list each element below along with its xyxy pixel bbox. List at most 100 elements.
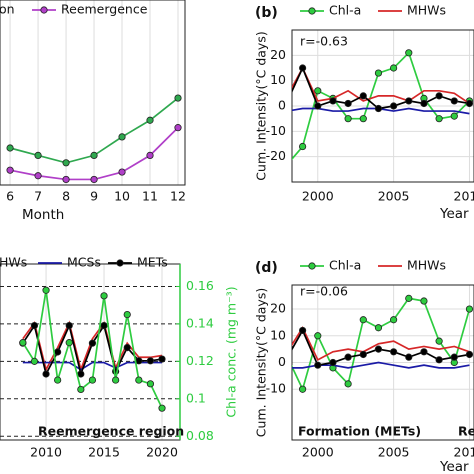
series-marker xyxy=(42,286,50,294)
legend-marker xyxy=(116,259,124,267)
series-marker xyxy=(123,343,131,352)
series-marker xyxy=(435,337,443,345)
series-marker xyxy=(118,133,126,141)
series-marker xyxy=(88,339,97,347)
series-marker xyxy=(344,99,352,108)
x-tick-label: 2000 xyxy=(302,189,334,204)
y2-tick-label: 0.08 xyxy=(186,428,214,443)
series-marker xyxy=(19,339,27,347)
series-marker xyxy=(390,64,398,72)
series-marker xyxy=(90,151,98,159)
legend-label: MHWs xyxy=(407,3,446,18)
series-marker xyxy=(314,102,322,110)
series-marker xyxy=(450,353,458,361)
series-marker xyxy=(344,353,352,361)
series-marker xyxy=(374,345,383,353)
y-tick-label: 10 xyxy=(270,327,286,342)
series-marker xyxy=(65,321,73,330)
series-marker xyxy=(435,115,443,123)
legend-label: Reemergence xyxy=(61,2,148,17)
y2-tick-label: 0.16 xyxy=(186,278,214,293)
series-marker xyxy=(420,297,428,305)
series-marker xyxy=(405,49,413,57)
annotation: r=-0.06 xyxy=(300,284,348,299)
series-marker xyxy=(158,404,166,412)
x-tick-label: 2010 xyxy=(454,189,474,204)
x-tick-label: 10 xyxy=(114,189,130,204)
series-marker xyxy=(118,168,126,176)
y-tick-label: -10 xyxy=(266,381,286,396)
series-marker xyxy=(30,321,39,330)
series-marker xyxy=(174,94,182,102)
series-line xyxy=(292,325,470,361)
plot-area xyxy=(292,294,474,393)
series-marker xyxy=(465,350,474,359)
plot-frame xyxy=(291,29,474,183)
series-marker xyxy=(174,124,182,132)
series-marker xyxy=(34,172,42,180)
panel: 2000 2005 2010 -10 0 10 20 Chl-a MHWs (d) r=-0.06 F… xyxy=(254,258,474,474)
series-marker xyxy=(135,376,143,384)
x-tick-label: 11 xyxy=(142,189,158,204)
series-marker xyxy=(54,376,62,384)
panel-title: (b) xyxy=(255,5,278,21)
y2-tick-label: 0.1 xyxy=(186,390,206,405)
y-axis-label: Cum. Intensity(°C days) xyxy=(254,288,269,437)
series-marker xyxy=(329,358,337,367)
series-marker xyxy=(390,348,398,356)
x-tick-label: 2005 xyxy=(378,445,410,460)
series-marker xyxy=(88,376,97,384)
series-marker xyxy=(374,104,383,113)
series-marker xyxy=(146,357,155,365)
series-marker xyxy=(314,332,322,340)
series-marker xyxy=(299,385,307,393)
series-marker xyxy=(390,316,398,324)
y2-tick-label: 0.14 xyxy=(186,315,214,330)
series-marker xyxy=(450,97,458,105)
series-marker xyxy=(100,292,108,300)
annotation: Re xyxy=(458,424,474,439)
plot-area xyxy=(19,286,166,412)
series-line xyxy=(22,322,163,377)
series-marker xyxy=(6,166,14,174)
y2-tick-label: 0.12 xyxy=(186,353,214,368)
x-tick-label: 9 xyxy=(90,189,98,204)
x-tick-label: 8 xyxy=(62,189,70,204)
x-tick-label: 2015 xyxy=(88,445,120,460)
series-marker xyxy=(405,97,413,105)
series-marker xyxy=(314,87,322,95)
series-marker xyxy=(435,92,443,100)
series-marker xyxy=(405,353,413,361)
series-marker xyxy=(359,115,367,123)
series-marker xyxy=(314,361,322,369)
series-marker xyxy=(90,175,98,184)
series-marker xyxy=(54,348,62,356)
series-marker xyxy=(146,151,154,159)
x-axis-label: Year xyxy=(439,206,469,222)
panel-title: (d) xyxy=(255,260,278,276)
annotation: Reemergence region xyxy=(38,424,184,439)
y2-axis-label: Chl-a conc. (mg m⁻³) xyxy=(224,286,239,417)
legend-marker xyxy=(308,262,316,270)
plot-frame xyxy=(291,284,474,441)
x-tick-label: 2000 xyxy=(302,445,334,460)
series-marker xyxy=(374,324,383,332)
series-marker xyxy=(435,356,443,364)
series-marker xyxy=(405,294,413,302)
series-marker xyxy=(30,357,39,365)
y-axis-label: Cum. Intensity(°C days) xyxy=(254,31,269,180)
series-marker xyxy=(329,97,337,105)
series-line xyxy=(22,290,163,409)
series-marker xyxy=(299,326,307,335)
legend-label: on xyxy=(0,2,15,17)
y-tick-label: 20 xyxy=(270,47,286,62)
x-axis-label: Year xyxy=(439,459,469,474)
series-marker xyxy=(34,151,42,159)
x-tick-label: 6 xyxy=(6,189,14,204)
series-marker xyxy=(450,112,458,120)
series-marker xyxy=(344,380,352,388)
series-marker xyxy=(390,102,398,110)
series-marker xyxy=(77,370,85,378)
y-tick-label: -10 xyxy=(266,123,286,138)
